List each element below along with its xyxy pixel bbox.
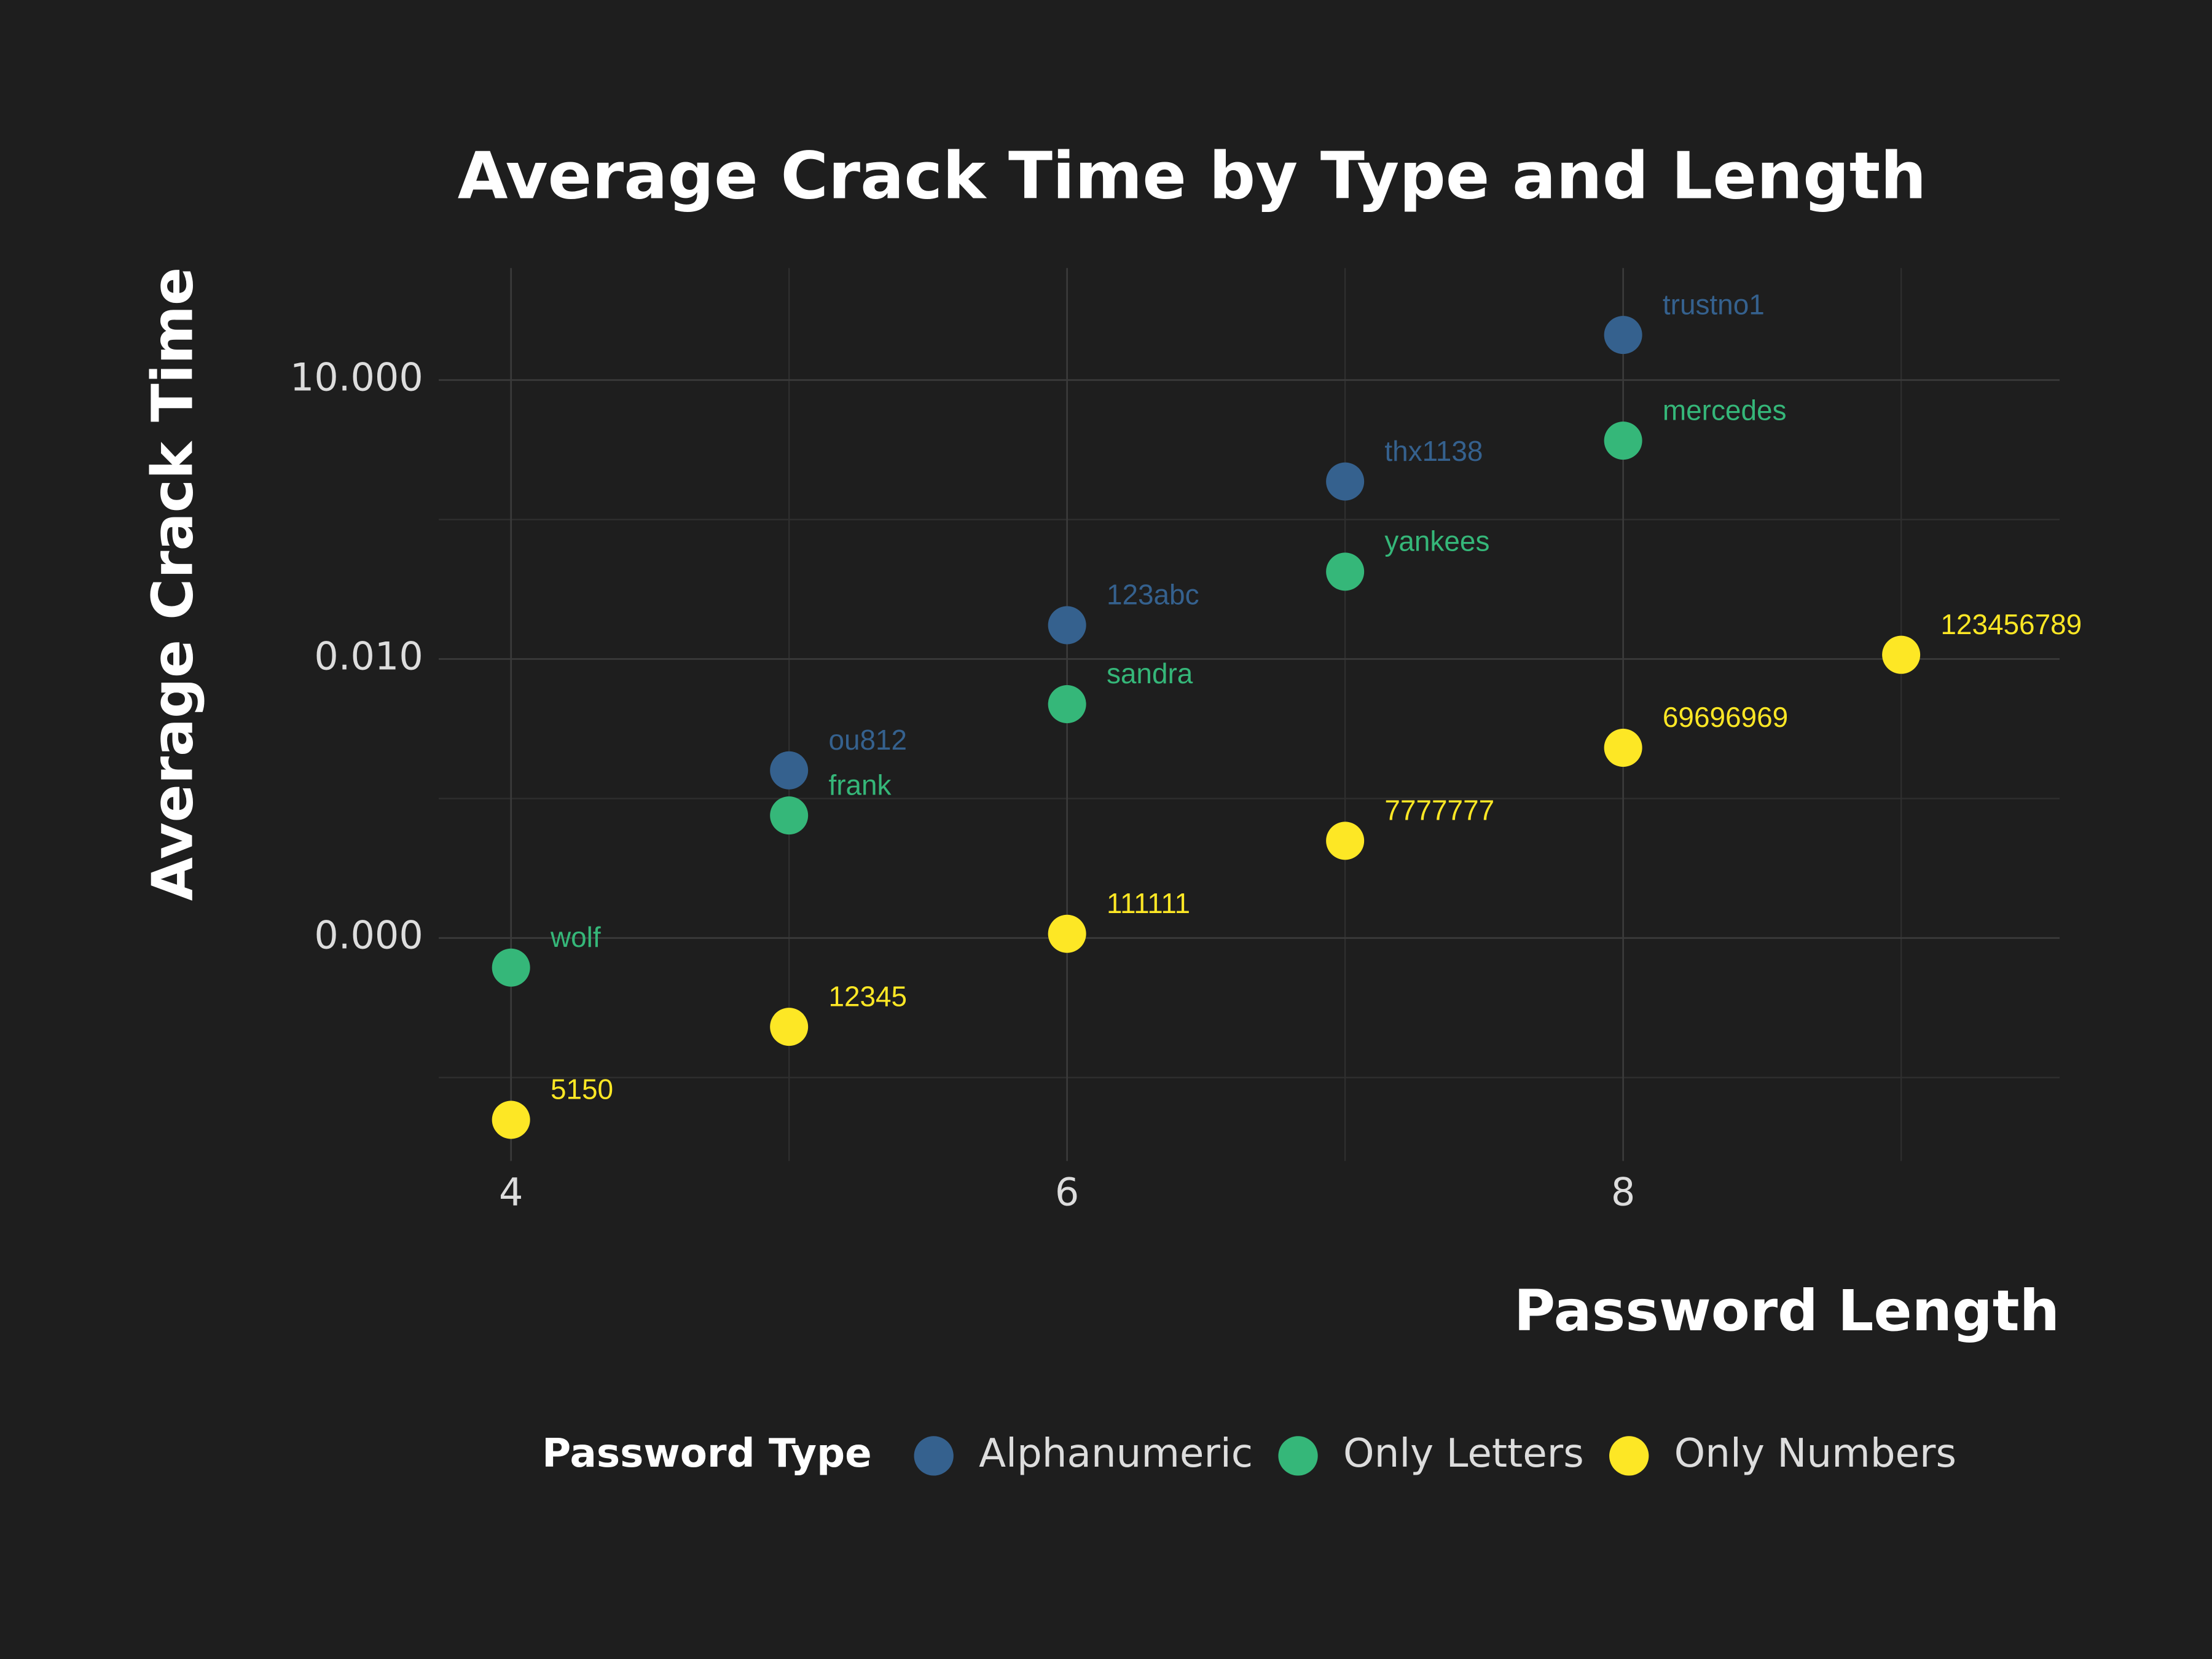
point [492, 1100, 530, 1139]
point [1048, 685, 1086, 724]
point [770, 1008, 809, 1046]
legend: Password Type Alphanumeric Only Letters Onl… [542, 1430, 1956, 1477]
legend-marker [1278, 1436, 1318, 1476]
legend-label: Only Numbers [1674, 1430, 1956, 1477]
point [1326, 822, 1365, 860]
point [1326, 462, 1365, 501]
point [770, 796, 809, 835]
x-tick-label: 4 [499, 1170, 523, 1215]
point-label: mercedes [1663, 394, 1787, 426]
x-tick-label: 8 [1611, 1170, 1635, 1215]
legend-label: Alphanumeric [979, 1430, 1253, 1477]
point-label: 5150 [551, 1073, 613, 1105]
point-label: thx1138 [1384, 435, 1483, 467]
plot-area: ou812 123abc thx1138 trustno1 wolf frank sandr… [492, 288, 2082, 1139]
point [1048, 914, 1086, 953]
y-tick-label: 0.010 [314, 634, 423, 679]
point-label: ou812 [828, 724, 907, 756]
point [1048, 606, 1086, 645]
point [1326, 552, 1365, 591]
point-label: trustno1 [1663, 288, 1765, 320]
point [770, 751, 809, 790]
legend-marker [1609, 1436, 1649, 1476]
point-label: wolf [550, 921, 601, 953]
point-label: yankees [1384, 525, 1489, 557]
point [1604, 422, 1642, 460]
point-label: frank [828, 769, 892, 801]
point-label: 7777777 [1384, 794, 1494, 826]
point [1604, 316, 1642, 355]
point [1882, 635, 1921, 674]
legend-label: Only Letters [1343, 1430, 1584, 1477]
x-tick-label: 6 [1055, 1170, 1079, 1215]
point-label: sandra [1107, 657, 1193, 689]
chart-title: Average Crack Time by Type and Length [458, 138, 1927, 214]
point-label: 69696969 [1663, 701, 1788, 733]
point-label: 12345 [828, 980, 907, 1012]
grid: 10.000 0.010 0.000 4 6 8 [290, 268, 2060, 1215]
point-label: 123456789 [1940, 608, 2082, 640]
point [492, 948, 530, 987]
y-tick-label: 10.000 [290, 355, 423, 400]
point-label: 123abc [1107, 579, 1199, 611]
legend-title: Password Type [542, 1430, 872, 1477]
point [1604, 729, 1642, 767]
y-axis-title: Average Crack Time [139, 267, 205, 901]
x-axis-title: Password Length [1514, 1278, 2060, 1344]
y-tick-label: 0.000 [314, 913, 423, 958]
legend-marker [914, 1436, 954, 1476]
point-label: 111111 [1107, 887, 1190, 919]
